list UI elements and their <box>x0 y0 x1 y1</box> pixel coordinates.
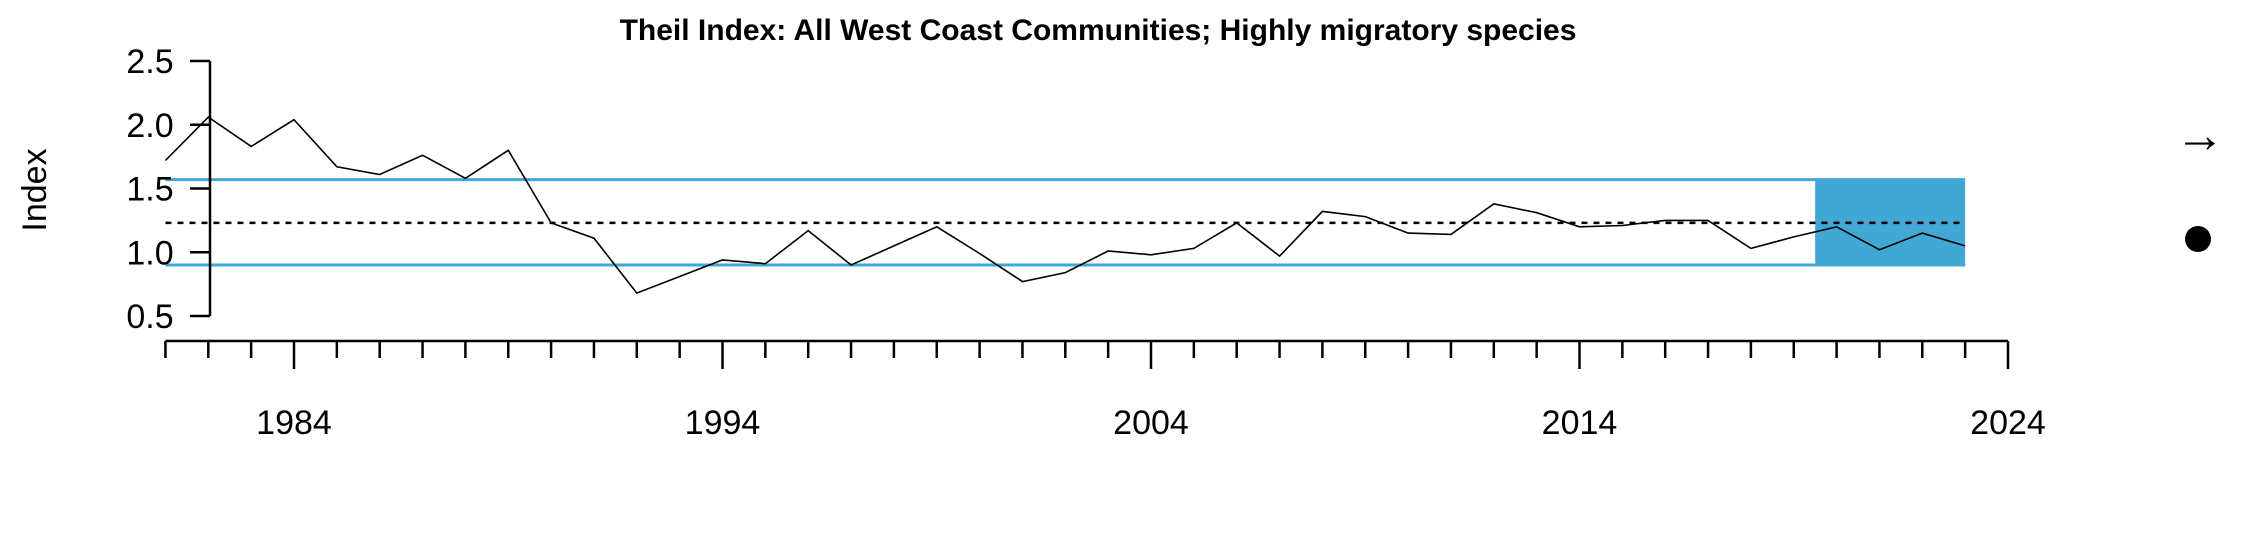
trend-arrow-icon: → <box>2175 107 2225 163</box>
y-axis: 0.5 1.0 1.5 2.0 2.5 <box>126 43 212 336</box>
highlight-band <box>1815 179 1966 265</box>
y-axis-title: Index <box>16 148 54 231</box>
x-tick-label: 1984 <box>256 404 332 442</box>
y-tick-label: 2.5 <box>126 43 173 81</box>
y-tick-label: 1.5 <box>126 171 173 209</box>
x-tick-label: 2004 <box>1113 404 1189 442</box>
mean-status-dot-icon <box>2185 226 2211 252</box>
x-tick-label: 1994 <box>685 404 761 442</box>
x-tick-label: 2024 <box>1970 404 2046 442</box>
x-tick-label: 2014 <box>1542 404 1618 442</box>
y-tick-label: 2.0 <box>126 107 173 145</box>
highlight-layer <box>1815 179 1966 265</box>
x-axis: 1984 1994 2004 2014 2024 <box>164 339 2046 442</box>
reference-lines <box>165 178 1966 267</box>
series-layer <box>164 116 1966 295</box>
chart-title: Theil Index: All West Coast Communities;… <box>620 14 1577 47</box>
series-line <box>164 116 1966 295</box>
y-tick-label: 0.5 <box>126 298 173 336</box>
y-tick-label: 1.0 <box>126 234 173 272</box>
